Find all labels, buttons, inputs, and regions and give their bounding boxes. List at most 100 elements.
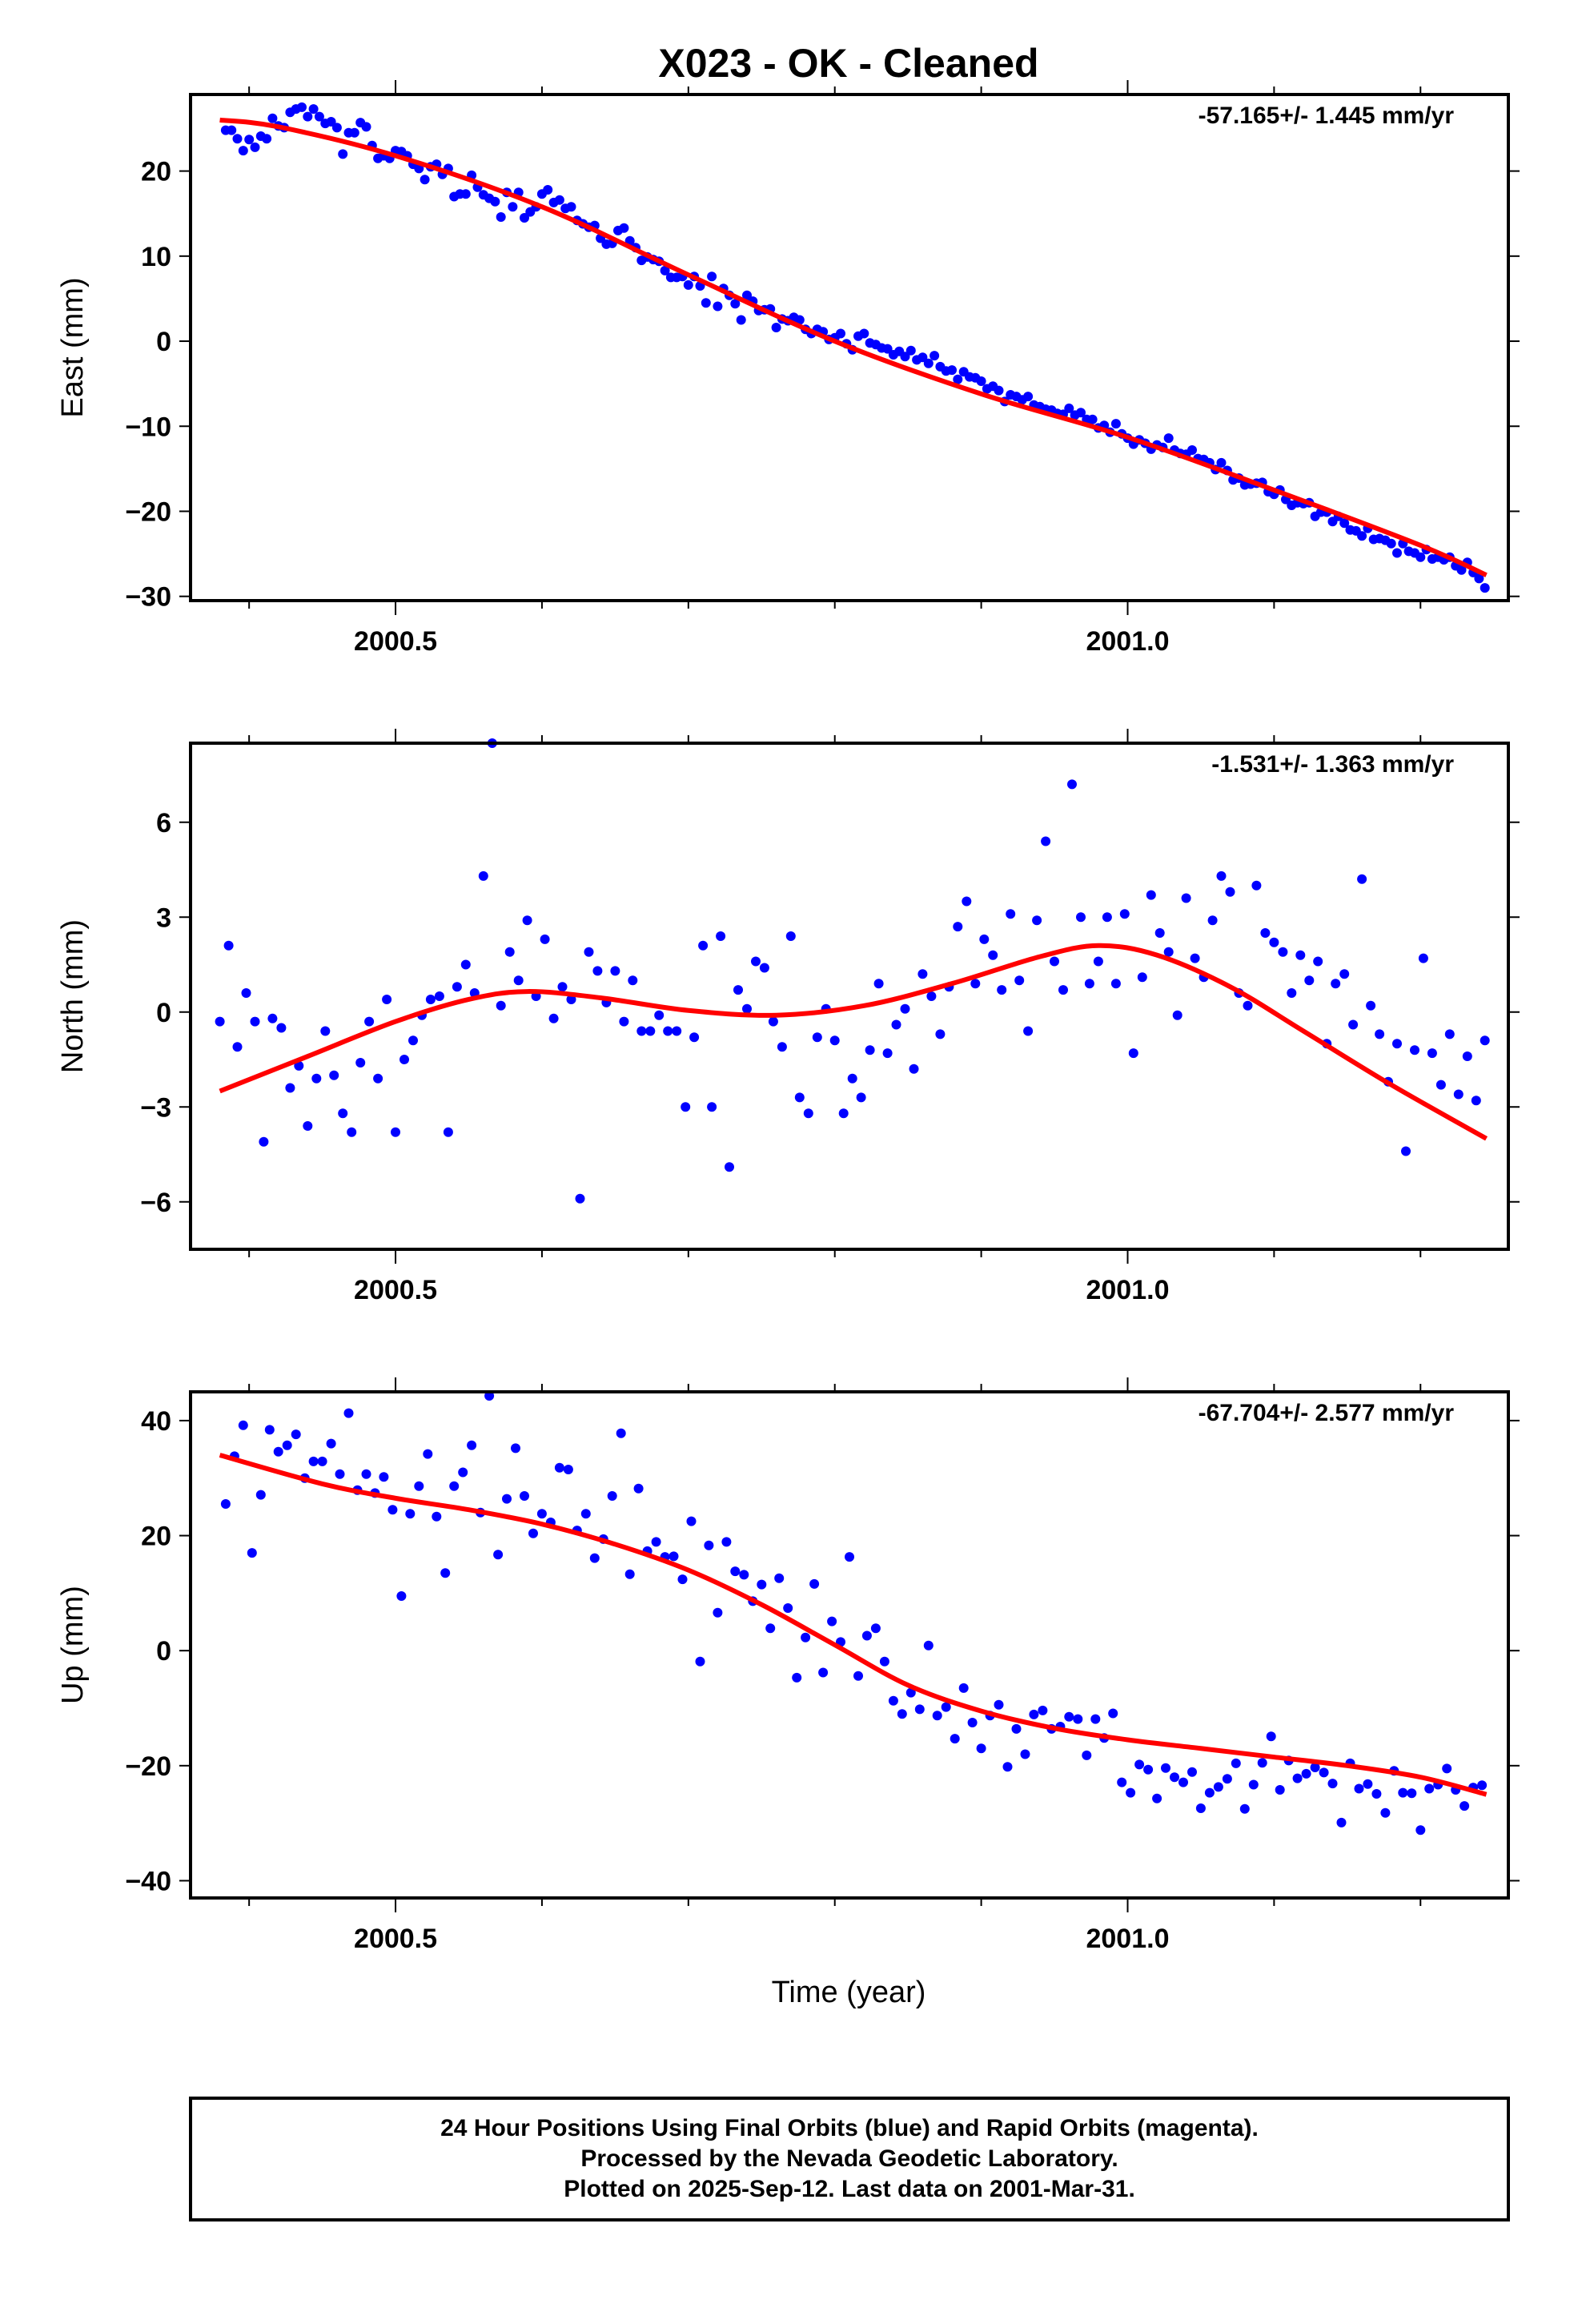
data-point	[853, 1671, 863, 1681]
data-point	[1266, 1731, 1276, 1742]
y-tick-label: −40	[125, 1866, 171, 1896]
data-point	[917, 352, 928, 363]
data-point	[343, 1408, 354, 1418]
data-point	[1050, 956, 1059, 967]
data-point	[528, 1528, 538, 1538]
y-tick-label: 0	[156, 327, 171, 357]
data-point	[396, 1591, 407, 1601]
data-point	[1474, 573, 1484, 584]
data-point	[1398, 1787, 1408, 1798]
data-point	[317, 1456, 327, 1466]
data-point	[1480, 583, 1490, 593]
data-point	[870, 1623, 881, 1634]
data-point	[777, 1042, 787, 1052]
data-point	[783, 1603, 793, 1613]
data-point	[1471, 1096, 1481, 1106]
data-point	[1163, 947, 1174, 957]
data-point	[563, 1465, 573, 1474]
data-point	[707, 1102, 717, 1112]
data-point	[1386, 538, 1396, 549]
data-point	[677, 1574, 688, 1585]
data-point	[1172, 1010, 1182, 1020]
data-point	[326, 1438, 336, 1449]
data-point	[1067, 779, 1077, 790]
x-tick-label: 2000.5	[354, 1924, 437, 1954]
data-point	[1126, 1787, 1136, 1798]
data-point	[976, 376, 986, 386]
data-point	[733, 985, 743, 995]
data-point	[1064, 403, 1074, 413]
data-point	[930, 351, 940, 361]
data-point	[1102, 912, 1112, 923]
data-point	[1076, 408, 1086, 418]
data-point	[1002, 1762, 1013, 1772]
data-point	[238, 1420, 248, 1430]
data-point	[1041, 836, 1051, 846]
data-point	[1170, 1772, 1179, 1783]
data-point	[1257, 1758, 1267, 1768]
data-point	[1363, 1779, 1373, 1789]
data-point	[794, 315, 805, 325]
data-point	[496, 1000, 506, 1011]
data-point	[683, 279, 693, 290]
data-point	[241, 988, 251, 998]
data-point	[326, 117, 336, 127]
data-point	[227, 125, 237, 135]
data-point	[1207, 915, 1218, 926]
data-point	[232, 134, 243, 144]
data-point	[651, 1537, 661, 1547]
data-point	[308, 1456, 319, 1466]
data-point	[244, 135, 255, 145]
data-point	[856, 1092, 866, 1103]
y-axis-label: North (mm)	[56, 919, 90, 1073]
data-point	[364, 1016, 375, 1027]
data-point	[361, 1469, 371, 1479]
data-point	[994, 1699, 1004, 1710]
data-point	[566, 202, 576, 212]
data-point	[557, 982, 568, 992]
data-point	[1058, 985, 1068, 995]
data-point	[707, 271, 717, 282]
data-point	[238, 146, 248, 156]
data-point	[580, 1509, 591, 1519]
data-point	[950, 1734, 960, 1744]
data-point	[1076, 912, 1086, 923]
data-point	[267, 1013, 278, 1023]
data-point	[355, 1058, 366, 1068]
data-point	[739, 1570, 749, 1580]
data-point	[713, 1607, 723, 1618]
data-point	[914, 1704, 925, 1715]
data-point	[329, 1070, 339, 1080]
data-point	[387, 1505, 398, 1515]
data-point	[829, 1035, 840, 1046]
data-point	[493, 1550, 504, 1560]
data-point	[636, 1026, 647, 1036]
data-point	[953, 374, 963, 384]
data-point	[624, 1569, 635, 1579]
data-point	[947, 365, 957, 376]
data-point	[619, 223, 629, 233]
data-point	[1357, 874, 1367, 884]
y-tick-label: −20	[125, 497, 171, 527]
data-point	[730, 1566, 741, 1577]
data-point	[905, 1687, 916, 1698]
data-point	[361, 122, 371, 132]
data-point	[809, 1578, 820, 1589]
data-point	[414, 1481, 424, 1491]
data-point	[262, 134, 272, 144]
x-tick-label: 2000.5	[354, 626, 437, 657]
data-point	[1375, 1029, 1385, 1039]
data-point	[520, 213, 529, 223]
data-point	[297, 102, 307, 112]
data-point	[757, 1579, 767, 1590]
data-point	[1187, 1767, 1197, 1777]
data-point	[311, 1073, 322, 1084]
data-point	[554, 195, 564, 205]
data-point	[958, 1683, 969, 1693]
data-point	[1392, 548, 1402, 558]
data-point	[836, 328, 845, 339]
data-point	[1477, 1780, 1488, 1791]
data-point	[247, 1548, 257, 1558]
data-point	[953, 922, 963, 932]
